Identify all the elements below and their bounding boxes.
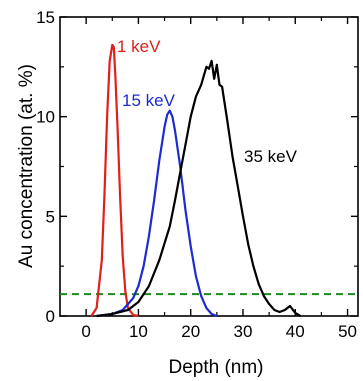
- series-label-3: 35 keV: [244, 147, 298, 166]
- y-tick-label: 5: [46, 207, 55, 226]
- series-label-2: 15 keV: [122, 91, 176, 110]
- y-axis-label: Au concentration (at. %): [16, 64, 37, 268]
- x-axis-label: Depth (nm): [168, 357, 263, 378]
- x-tick-label: 50: [338, 322, 357, 341]
- series-line-2: [96, 109, 218, 318]
- plot-area: 0 10 20 30 40 50 0 5 10 15 1 keV 15 keV 35 keV: [36, 8, 359, 341]
- x-tick-label: 40: [286, 322, 305, 341]
- x-tick-label: 30: [234, 322, 253, 341]
- series-line-1: [90, 43, 139, 318]
- y-tick-label: 15: [36, 8, 55, 27]
- y-tick-label: 10: [36, 108, 55, 127]
- x-tick-label: 20: [181, 322, 200, 341]
- x-tick-label: 0: [81, 322, 90, 341]
- y-tick-label: 0: [46, 307, 55, 326]
- series-line-3: [96, 59, 302, 318]
- x-tick-label: 10: [129, 322, 148, 341]
- series-label-1: 1 keV: [117, 37, 161, 56]
